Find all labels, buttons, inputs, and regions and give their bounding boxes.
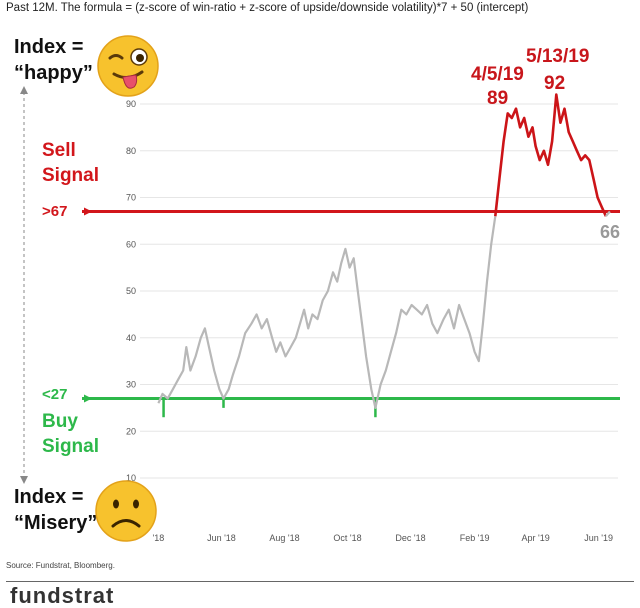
y-scale-arrow-up: [20, 86, 28, 94]
brand-logo: fundstrat: [10, 583, 115, 608]
y-tick-10: 10: [126, 473, 136, 483]
buy-signal-line1: Buy: [42, 411, 78, 432]
peak2-date-annotation: 5/13/19: [526, 46, 590, 67]
winking-tongue-emoji-icon: [97, 35, 159, 97]
x-tick-0: '18: [153, 533, 165, 543]
x-tick-4: Dec '18: [395, 533, 425, 543]
buy-threshold-arrow: [84, 394, 92, 403]
x-tick-labels: '18 Jun '18 Aug '18 Oct '18 Dec '18 Feb '19 Ap…: [153, 533, 613, 543]
chart-caption: Past 12M. The formula = (z-score of win-…: [6, 2, 529, 14]
peak1-value-annotation: 89: [487, 88, 509, 109]
sell-signal-line2: Signal: [42, 165, 100, 186]
peak2-value-annotation: 92: [544, 73, 566, 94]
sell-signal-line1: Sell: [42, 140, 76, 161]
threshold-lines: [82, 207, 620, 418]
sell-threshold-arrow: [84, 207, 92, 216]
index-series-normal: [157, 216, 497, 409]
source-note: Source: Fundstrat, Bloomberg.: [6, 561, 115, 570]
y-tick-40: 40: [126, 333, 136, 343]
buy-threshold-label: <27: [42, 386, 68, 403]
y-tick-80: 80: [126, 146, 136, 156]
y-tick-90: 90: [126, 99, 136, 109]
index-series-above-sell: [494, 93, 608, 217]
footer-divider: [6, 581, 634, 582]
x-tick-5: Feb '19: [460, 533, 490, 543]
y-tick-70: 70: [126, 193, 136, 203]
y-tick-50: 50: [126, 286, 136, 296]
buy-signal-label: Buy Signal: [42, 409, 99, 459]
y-scale-arrow-down: [20, 476, 28, 484]
y-tick-60: 60: [126, 239, 136, 249]
x-tick-6: Apr '19: [521, 533, 549, 543]
index-happy-line2: “happy”: [14, 62, 93, 84]
last-value-annotation: 66: [600, 222, 621, 242]
frowning-face-emoji-icon: [95, 480, 157, 542]
index-misery-line2: “Misery”: [14, 512, 98, 534]
x-tick-3: Oct '18: [333, 533, 361, 543]
index-misery-line1: Index =: [14, 486, 84, 508]
sell-signal-label: Sell Signal: [42, 138, 99, 188]
x-tick-1: Jun '18: [207, 533, 236, 543]
x-tick-2: Aug '18: [269, 533, 299, 543]
grid-lines: [140, 103, 618, 479]
sell-threshold-label: >67: [42, 203, 68, 220]
y-tick-labels: 10 20 30 40 50 60 70 80 90: [126, 99, 136, 483]
index-happy-line1: Index =: [14, 36, 84, 58]
index-series-tail: [605, 210, 611, 217]
y-tick-20: 20: [126, 426, 136, 436]
y-tick-30: 30: [126, 380, 136, 390]
index-misery-label: Index = “Misery”: [14, 484, 97, 536]
index-series: [157, 93, 611, 409]
peak1-date-annotation: 4/5/19: [471, 64, 524, 85]
x-tick-7: Jun '19: [584, 533, 613, 543]
index-happy-label: Index = “happy”: [14, 34, 93, 86]
buy-signal-line2: Signal: [42, 436, 100, 457]
